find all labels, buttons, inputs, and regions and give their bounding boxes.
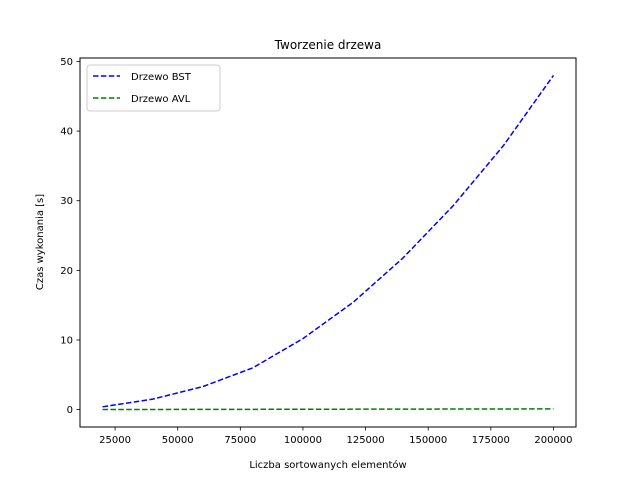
series-line-0 [102, 74, 555, 408]
legend-label-0: Drzewo BST [131, 72, 192, 83]
y-axis: 0 10 20 30 40 50 [60, 57, 80, 416]
x-axis-label: Liczba sortowanych elementów [249, 459, 406, 471]
x-tick-label: 175000 [472, 435, 510, 446]
x-tick-label: 25000 [99, 435, 131, 446]
x-axis: 25000 50000 75000 100000 125000 150000 175000 2… [99, 427, 573, 446]
x-tick-label: 100000 [284, 435, 322, 446]
x-tick-label: 75000 [224, 435, 256, 446]
y-tick-label: 50 [60, 57, 73, 68]
x-tick-label: 200000 [534, 435, 572, 446]
y-tick-label: 10 [60, 335, 73, 346]
x-tick-label: 150000 [409, 435, 447, 446]
plot-area-frame [79, 57, 577, 428]
x-tick-label: 50000 [162, 435, 194, 446]
y-tick-label: 30 [60, 196, 73, 207]
y-tick-label: 40 [60, 127, 73, 138]
x-tick-label: 125000 [346, 435, 384, 446]
y-tick-label: 20 [60, 266, 73, 277]
y-tick-label: 0 [67, 405, 73, 416]
legend: Drzewo BST Drzewo AVL [86, 64, 221, 112]
legend-label-1: Drzewo AVL [131, 94, 191, 105]
legend-box [86, 64, 221, 112]
plot-series [102, 74, 555, 411]
series-line-1 [102, 408, 554, 411]
y-axis-label: Czas wykonania [s] [35, 194, 46, 290]
chart-title: Tworzenie drzewa [274, 38, 382, 52]
